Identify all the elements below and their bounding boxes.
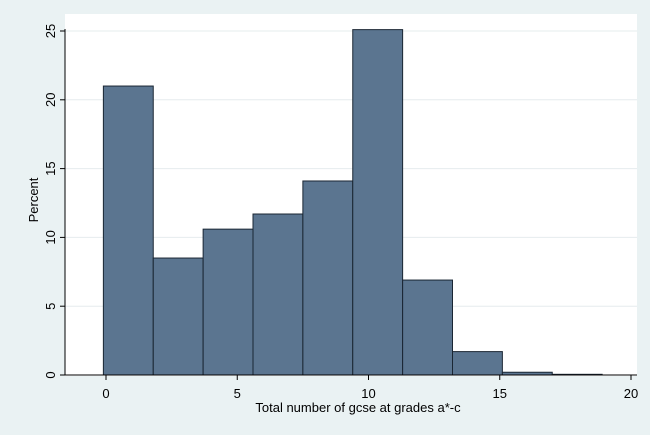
y-tick-label-10: 10 [43, 230, 58, 244]
x-tick-label-0: 0 [102, 386, 109, 401]
histogram-bar-7 [402, 279, 453, 376]
x-tick-label-20: 20 [624, 386, 638, 401]
x-tick-label-15: 15 [493, 386, 507, 401]
y-tick-label-25: 25 [43, 24, 58, 38]
histogram-bar-1 [102, 85, 154, 376]
histogram-bar-4 [252, 213, 304, 376]
y-tick-label-15: 15 [43, 161, 58, 175]
histogram-bar-3 [202, 228, 254, 376]
x-tick-label-5: 5 [234, 386, 241, 401]
histogram-bar-8 [452, 351, 503, 376]
bars-layer [102, 29, 603, 376]
y-tick-label-0: 0 [43, 371, 58, 378]
axes-layer: 0 5 10 15 20 25 0 5 10 15 20 [43, 24, 638, 401]
histogram-bar-5 [302, 180, 354, 376]
y-tick-label-5: 5 [43, 303, 58, 310]
x-axis-title: Total number of gcse at grades a*-c [255, 400, 461, 415]
y-tick-label-20: 20 [43, 93, 58, 107]
y-axis-title: Percent [26, 177, 41, 222]
x-tick-label-10: 10 [361, 386, 375, 401]
histogram-bar-6 [352, 29, 404, 376]
histogram-bar-2 [152, 257, 204, 376]
